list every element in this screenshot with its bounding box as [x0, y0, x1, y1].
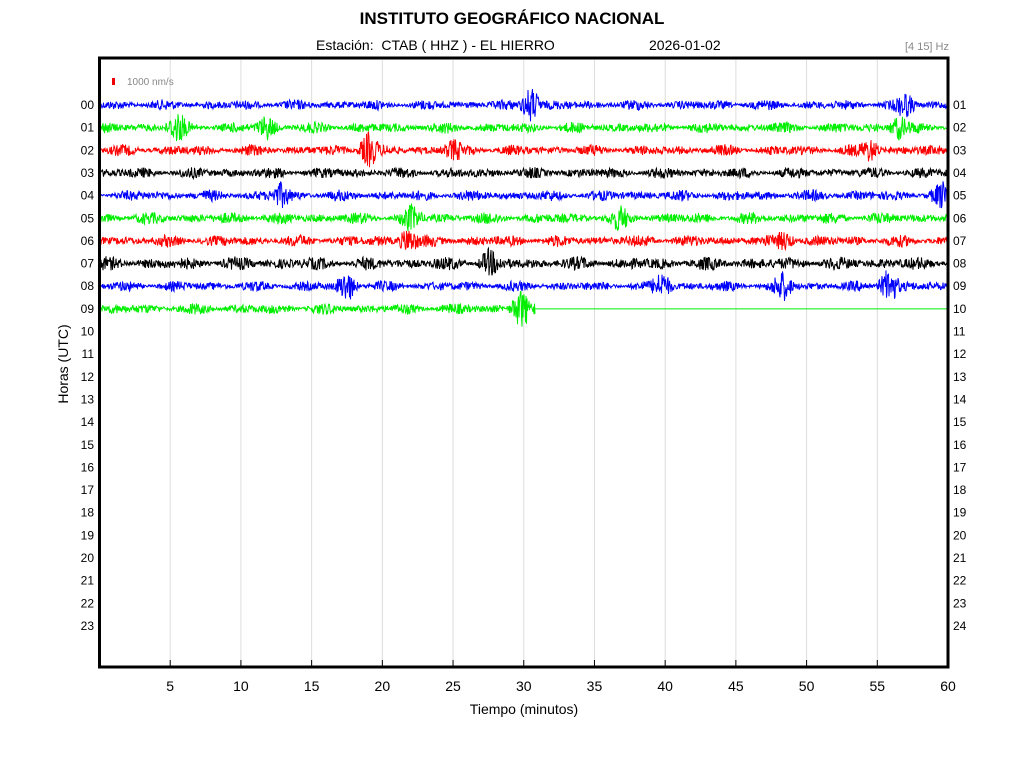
x-tick-label: 45 [728, 678, 744, 694]
hour-label-right: 08 [953, 257, 967, 271]
hour-label-right: 04 [953, 166, 967, 180]
hour-label-right: 02 [953, 121, 967, 135]
hour-label-right: 21 [953, 551, 967, 565]
x-axis-label: Tiempo (minutos) [470, 701, 578, 717]
station-label: Estación: CTAB ( HHZ ) - EL HIERRO [316, 37, 555, 53]
hour-label-left: 05 [81, 211, 95, 225]
hour-label-left: 21 [81, 574, 95, 588]
hour-label-left: 20 [81, 551, 95, 565]
trace-hour-01 [100, 114, 949, 142]
hour-label-right: 06 [953, 211, 967, 225]
hour-label-left: 08 [81, 279, 95, 293]
trace-hour-07 [100, 246, 949, 276]
hour-label-right: 09 [953, 279, 967, 293]
x-tick-label: 15 [304, 678, 320, 694]
date-label: 2026-01-02 [649, 37, 721, 53]
x-tick-label: 20 [375, 678, 391, 694]
grid-lines [169, 60, 878, 665]
hour-label-right: 24 [953, 619, 967, 633]
x-tick-label: 10 [233, 678, 249, 694]
hour-label-right: 07 [953, 234, 967, 248]
hour-label-left: 11 [82, 347, 95, 361]
trace-hour-06 [100, 230, 949, 252]
hour-label-right: 01 [953, 98, 967, 112]
y-axis-right: 01 02 03 04 05 06 07 08 09 10 11 12 13 14 15 16 17 18 19 20… [953, 98, 967, 633]
hour-label-left: 16 [81, 460, 95, 474]
hour-label-right: 19 [953, 506, 967, 520]
scale-label: 1000 nm/s [127, 77, 174, 88]
trace-hour-09 [100, 290, 536, 327]
trace-hour-04 [100, 181, 949, 209]
hour-label-right: 10 [953, 302, 967, 316]
x-tick-label: 40 [657, 678, 673, 694]
trace-hour-08 [100, 270, 949, 301]
hour-label-left: 14 [81, 415, 95, 429]
x-tick-label: 5 [166, 678, 174, 694]
hour-label-right: 11 [953, 325, 966, 339]
trace-layer [100, 89, 949, 327]
hour-label-right: 18 [953, 483, 967, 497]
y-axis-left: 00 01 02 03 04 05 06 07 08 09 10 11 12 13 14 15 16 17 18 19… [81, 98, 95, 633]
hour-label-left: 03 [81, 166, 95, 180]
y-axis-label: Horas (UTC) [55, 324, 71, 403]
hour-label-right: 20 [953, 528, 967, 542]
x-tick-label: 55 [870, 678, 886, 694]
hour-label-left: 15 [81, 438, 95, 452]
hour-label-left: 07 [81, 257, 95, 271]
frequency-band-label: [4 15] Hz [904, 41, 949, 53]
hour-label-right: 03 [953, 143, 967, 157]
hour-label-right: 23 [953, 596, 967, 610]
x-tick-label: 35 [587, 678, 603, 694]
hour-label-right: 05 [953, 189, 967, 203]
page-title: INSTITUTO GEOGRÁFICO NACIONAL [359, 9, 665, 28]
hour-label-left: 22 [81, 596, 95, 610]
hour-label-left: 10 [81, 325, 95, 339]
trace-hour-05 [100, 203, 949, 232]
hour-label-left: 09 [81, 302, 95, 316]
hour-label-left: 00 [81, 98, 95, 112]
trace-hour-03 [100, 166, 949, 181]
hour-label-left: 01 [81, 121, 95, 135]
hour-label-right: 16 [953, 438, 967, 452]
x-axis: 5 10 15 20 25 30 35 40 45 50 55 60 [166, 660, 956, 694]
hour-label-right: 22 [953, 574, 967, 588]
hour-label-left: 23 [81, 619, 95, 633]
hour-label-left: 12 [81, 370, 95, 384]
x-tick-label: 30 [516, 678, 532, 694]
hour-label-left: 18 [81, 506, 95, 520]
x-tick-label: 60 [940, 678, 956, 694]
x-tick-label: 25 [445, 678, 461, 694]
x-tick-label: 50 [799, 678, 815, 694]
hour-label-left: 19 [81, 528, 95, 542]
scale-bar [112, 78, 115, 85]
hour-label-right: 14 [953, 392, 967, 406]
hour-label-right: 13 [953, 370, 967, 384]
hour-label-left: 02 [81, 143, 95, 157]
hour-label-right: 17 [953, 460, 967, 474]
trace-hour-02 [100, 131, 949, 168]
hour-label-right: 15 [953, 415, 967, 429]
trace-hour-00 [100, 89, 949, 122]
hour-label-left: 06 [81, 234, 95, 248]
hour-label-right: 12 [953, 347, 967, 361]
hour-label-left: 04 [81, 189, 95, 203]
hour-label-left: 17 [81, 483, 95, 497]
hour-label-left: 13 [81, 392, 95, 406]
